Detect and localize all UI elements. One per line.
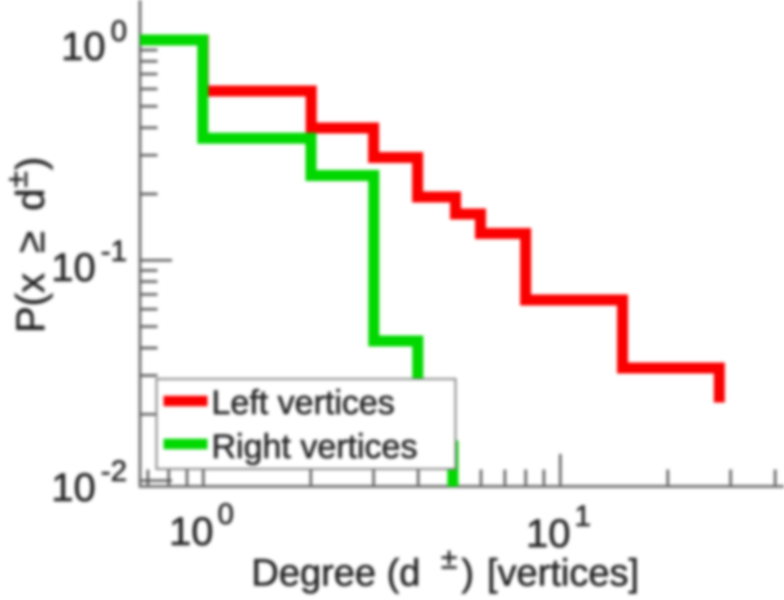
svg-text:10-2: 10 -2 (51, 455, 127, 510)
svg-text:Right vertices: Right vertices (212, 428, 418, 466)
svg-text:100: 10 0 (61, 15, 127, 69)
svg-text:10-1: 10 -1 (51, 235, 127, 290)
svg-text:P(x ≥ d±): P(x ≥ d±) (1, 157, 53, 333)
svg-text:Left vertices: Left vertices (212, 384, 395, 422)
svg-text:101: 10 1 (526, 500, 591, 556)
svg-text:Degree (d±)[vertices]: Degree (d ±) [vertices] (251, 543, 639, 595)
svg-text:100: 10 0 (169, 498, 234, 554)
